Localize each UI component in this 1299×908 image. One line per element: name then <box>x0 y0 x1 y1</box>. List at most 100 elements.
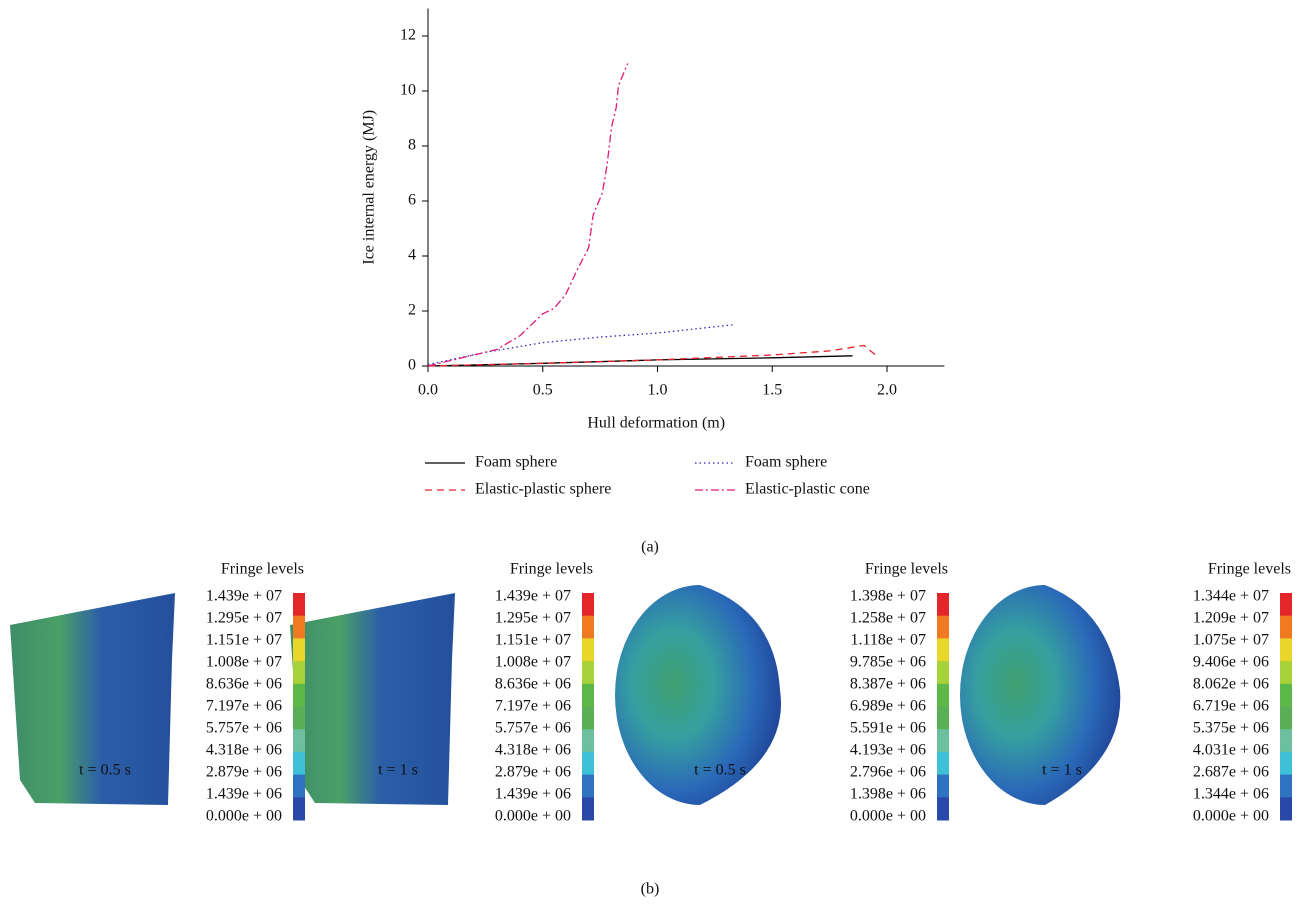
colorbar-band <box>937 751 949 776</box>
colorbar-band <box>293 774 305 798</box>
fringe-level: 5.375e + 06 <box>1193 720 1269 737</box>
time-label: t = 1 s <box>1042 762 1082 779</box>
colorbar-band <box>937 729 949 753</box>
legend-label: Elastic-plastic sphere <box>475 481 611 498</box>
fringe-level: 4.318e + 06 <box>495 742 571 759</box>
y-tick-label: 4 <box>408 247 416 264</box>
fringe-title: Fringe levels <box>510 561 593 578</box>
fringe-level: 4.193e + 06 <box>850 742 926 759</box>
colorbar-band <box>937 593 949 617</box>
colorbar-band <box>582 638 594 662</box>
ice-sphere <box>615 585 781 805</box>
colorbar-band <box>1280 774 1292 798</box>
fringe-level: 1.008e + 07 <box>495 654 571 671</box>
fringe-level: 0.000e + 00 <box>206 808 282 825</box>
colorbar-band <box>582 729 594 753</box>
x-tick-label: 1.5 <box>762 382 782 399</box>
colorbar-band <box>1280 683 1292 707</box>
colorbar-band <box>293 683 305 707</box>
fringe-level: 2.879e + 06 <box>206 764 282 781</box>
colorbar-band <box>582 593 594 617</box>
colorbar-band <box>582 774 594 798</box>
fringe-level: 1.439e + 06 <box>495 786 571 803</box>
series-line <box>427 344 876 367</box>
fringe-level: 1.008e + 07 <box>206 654 282 671</box>
colorbar-band <box>1280 706 1292 730</box>
colorbar-band <box>293 593 305 617</box>
fringe-level: 0.000e + 00 <box>1193 808 1269 825</box>
fringe-title: Fringe levels <box>1208 561 1291 578</box>
colorbar-band <box>293 729 305 753</box>
colorbar-band <box>293 751 305 776</box>
colorbar-band <box>582 706 594 730</box>
legend-label: Foam sphere <box>745 454 827 471</box>
colorbar-band <box>582 615 594 639</box>
colorbar-band <box>1280 661 1292 685</box>
fringe-level: 5.591e + 06 <box>850 720 926 737</box>
y-axis-label: Ice internal energy (MJ) <box>361 110 378 265</box>
fringe-level: 8.636e + 06 <box>206 676 282 693</box>
colorbar-band <box>937 638 949 662</box>
fringe-level: 2.796e + 06 <box>850 764 926 781</box>
fringe-title: Fringe levels <box>865 561 948 578</box>
fringe-level: 4.031e + 06 <box>1193 742 1269 759</box>
fringe-level: 1.295e + 07 <box>495 610 571 627</box>
colorbar-band <box>937 683 949 707</box>
fringe-level: 1.398e + 06 <box>850 786 926 803</box>
y-tick-label: 8 <box>408 137 416 154</box>
caption: (b) <box>641 881 660 898</box>
fringe-level: 9.406e + 06 <box>1193 654 1269 671</box>
fringe-level: 1.344e + 06 <box>1193 786 1269 803</box>
colorbar-band <box>1280 615 1292 639</box>
colorbar-band <box>582 683 594 707</box>
legend-label: Foam sphere <box>475 454 557 471</box>
colorbar-band <box>293 797 305 821</box>
time-label: t = 0.5 s <box>79 762 131 779</box>
fringe-level: 2.879e + 06 <box>495 764 571 781</box>
fringe-level: 4.318e + 06 <box>206 742 282 759</box>
colorbar-band <box>293 638 305 662</box>
x-tick-label: 0.5 <box>533 382 553 399</box>
simulation-images <box>10 585 1121 805</box>
time-label: t = 1 s <box>378 762 418 779</box>
colorbar-band <box>293 615 305 639</box>
fringe-level: 1.258e + 07 <box>850 610 926 627</box>
fringe-level: 1.439e + 07 <box>206 588 282 605</box>
colorbar-band <box>582 661 594 685</box>
fringe-level: 1.151e + 07 <box>495 632 571 649</box>
fringe-level: 1.439e + 07 <box>495 588 571 605</box>
fringe-level: 5.757e + 06 <box>495 720 571 737</box>
fringe-level: 1.075e + 07 <box>1193 632 1269 649</box>
colorbar-band <box>582 751 594 776</box>
colorbar-band <box>1280 593 1292 617</box>
x-axis-label: Hull deformation (m) <box>587 415 725 432</box>
fringe-level: 9.785e + 06 <box>850 654 926 671</box>
fringe-level: 1.439e + 06 <box>206 786 282 803</box>
fringe-level: 5.757e + 06 <box>206 720 282 737</box>
fringe-level: 1.344e + 07 <box>1193 588 1269 605</box>
colorbar-band <box>582 797 594 821</box>
fringe-level: 8.387e + 06 <box>850 676 926 693</box>
fringe-level: 6.989e + 06 <box>850 698 926 715</box>
fringe-level: 1.118e + 07 <box>850 632 926 649</box>
colorbar-band <box>937 615 949 639</box>
colorbar-band <box>937 797 949 821</box>
colorbar-band <box>937 661 949 685</box>
colorbar-band <box>1280 751 1292 776</box>
colorbar-band <box>293 706 305 730</box>
legend-label: Elastic-plastic cone <box>745 481 870 498</box>
time-label: t = 0.5 s <box>694 762 746 779</box>
fringe-level: 2.687e + 06 <box>1193 764 1269 781</box>
fringe-level: 7.197e + 06 <box>206 698 282 715</box>
fringe-level: 8.636e + 06 <box>495 676 571 693</box>
y-tick-label: 6 <box>408 192 416 209</box>
fringe-level: 0.000e + 00 <box>495 808 571 825</box>
fringe-level: 1.295e + 07 <box>206 610 282 627</box>
series-line <box>427 324 734 366</box>
x-tick-label: 1.0 <box>648 382 668 399</box>
colorbar-band <box>937 774 949 798</box>
colorbar-band <box>937 706 949 730</box>
ice-sphere <box>960 585 1121 805</box>
colorbar-band <box>1280 729 1292 753</box>
